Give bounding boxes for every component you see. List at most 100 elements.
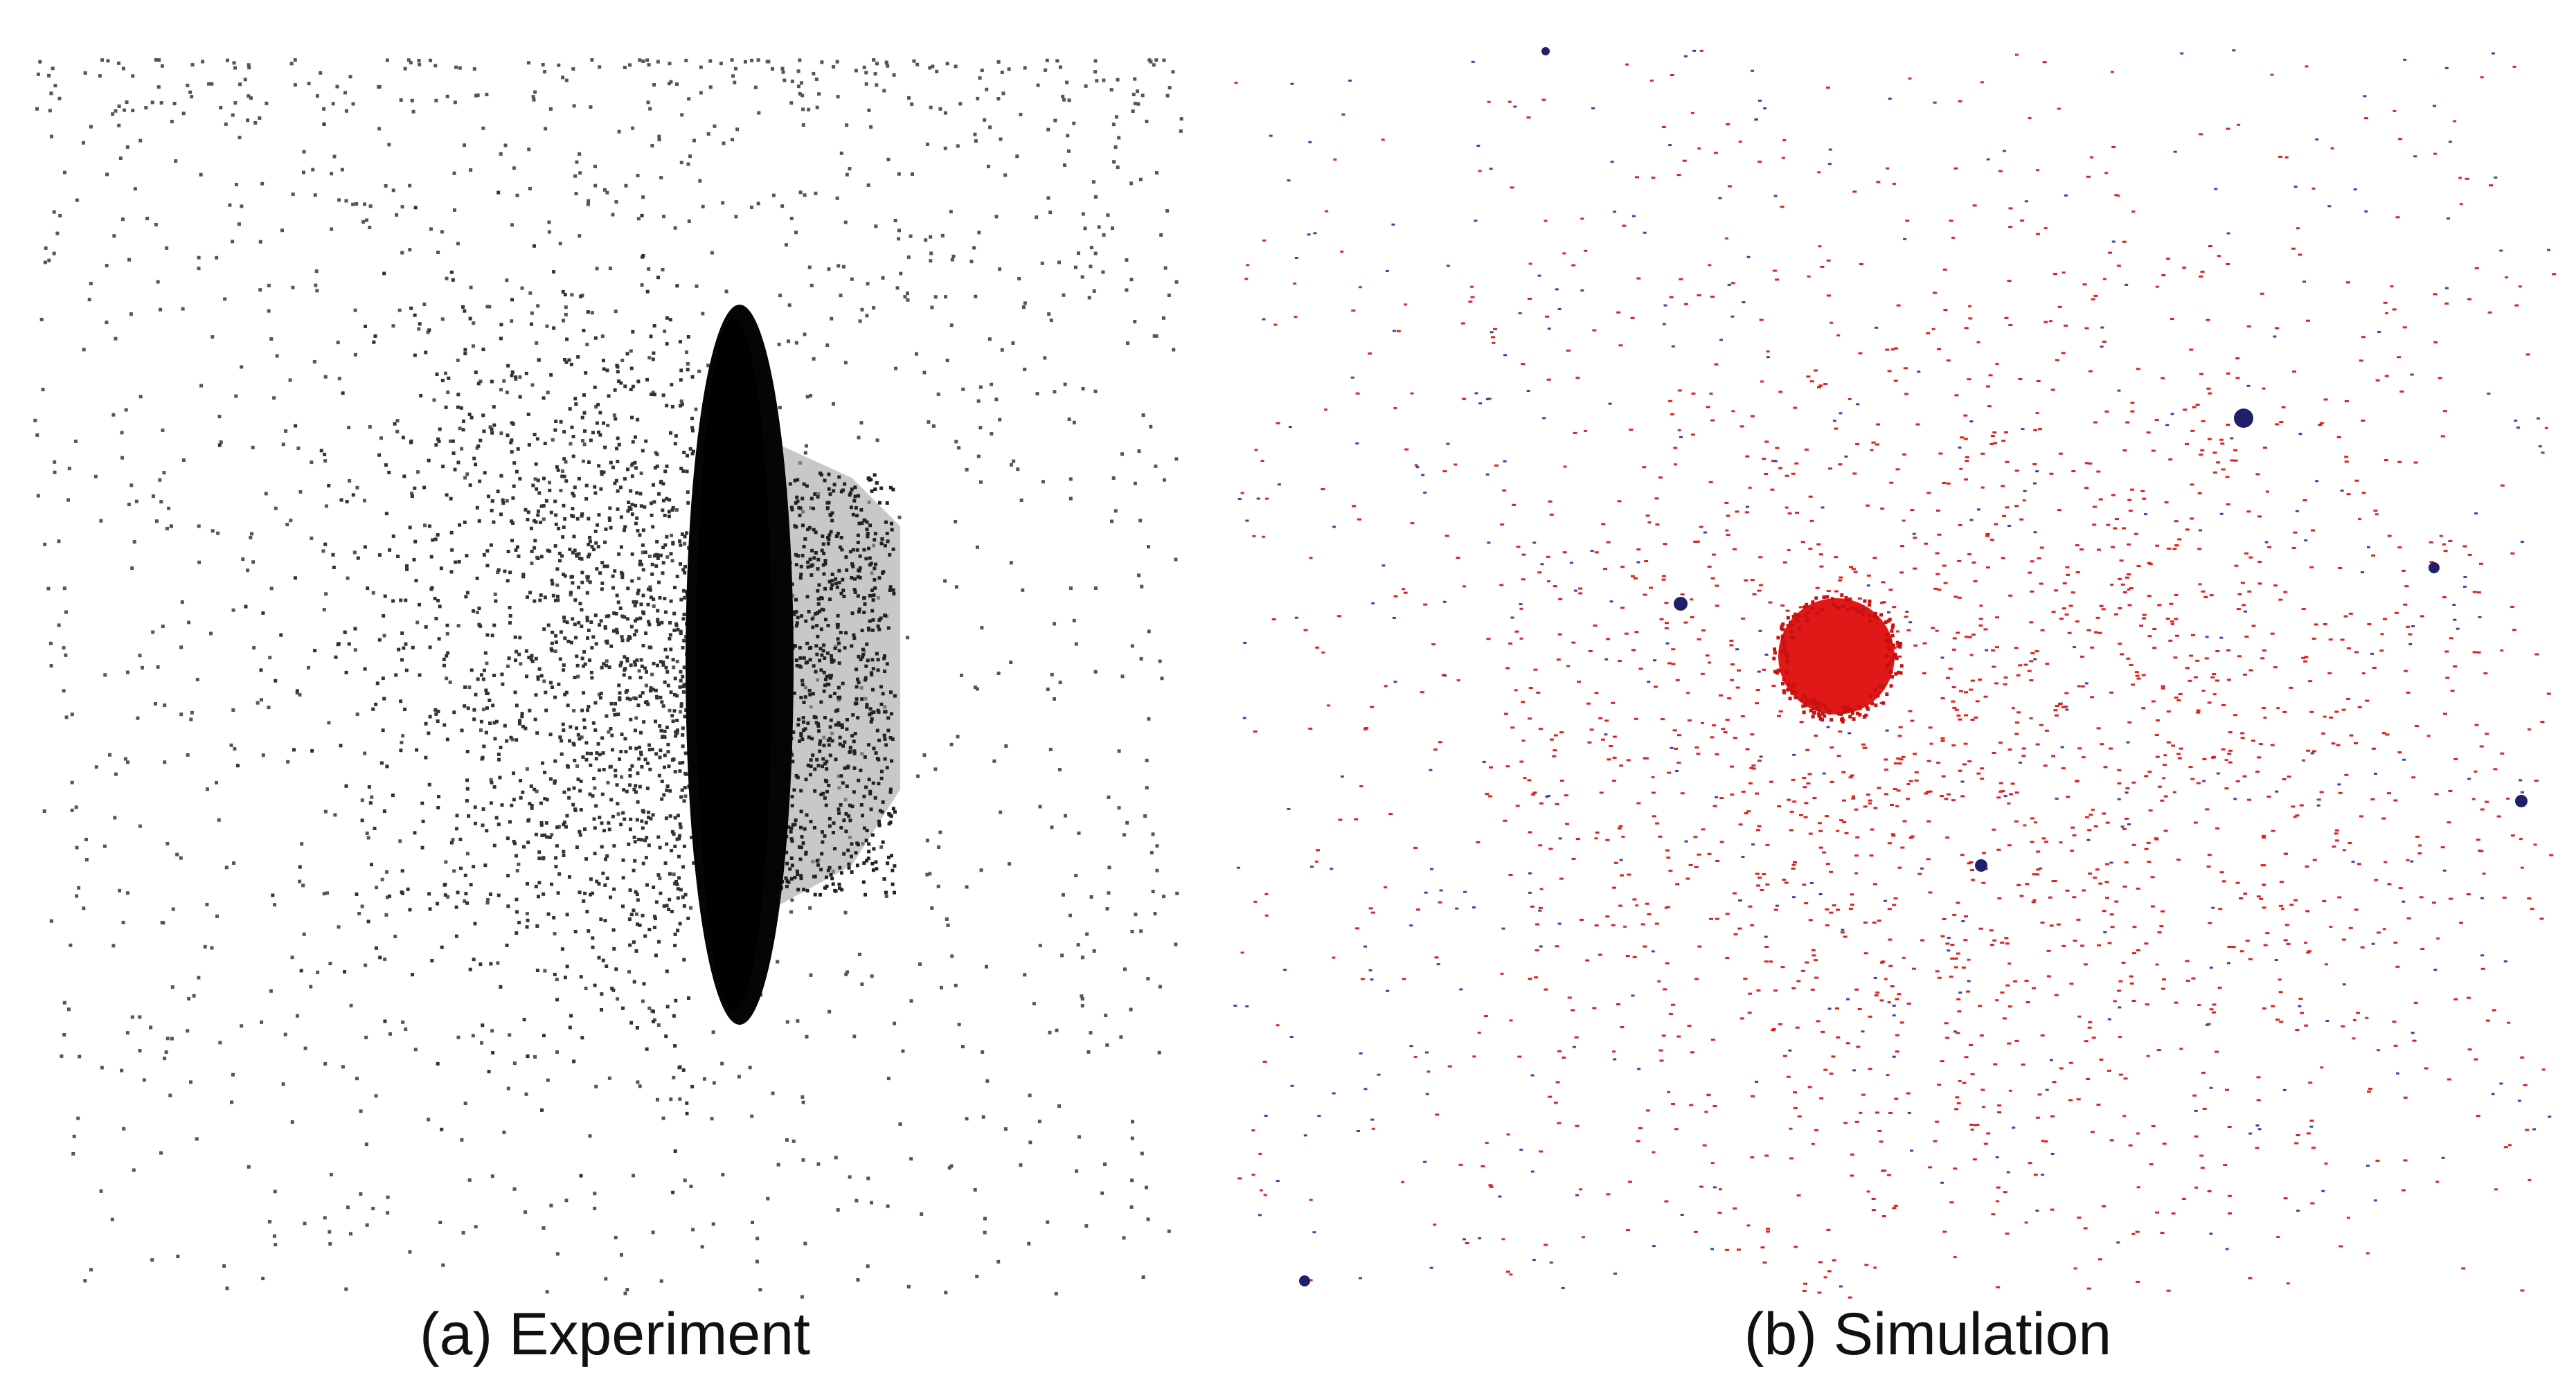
red-atom <box>2164 501 2169 503</box>
atom-dot <box>637 837 641 841</box>
atom-dot <box>873 586 877 590</box>
atom-dot <box>49 919 53 923</box>
red-atom <box>1696 753 1701 755</box>
atom-dot <box>190 710 194 715</box>
atom-dot <box>554 513 558 517</box>
atom-dot <box>445 737 449 742</box>
red-atom <box>2109 1139 2114 1142</box>
atom-dot <box>936 884 940 888</box>
atom-dot <box>683 751 688 755</box>
red-atom <box>1787 512 1792 515</box>
atom-dot <box>621 876 625 880</box>
atom-dot <box>623 477 627 481</box>
atom-dot <box>670 714 674 718</box>
atom-dot <box>679 795 683 799</box>
atom-dot <box>877 627 882 631</box>
atom-dot <box>787 339 791 343</box>
atom-dot <box>677 854 681 859</box>
atom-dot <box>181 307 185 311</box>
atom-dot <box>515 869 519 873</box>
atom-dot <box>490 431 494 435</box>
atom-dot <box>337 377 341 381</box>
atom-dot <box>322 107 326 111</box>
red-atom <box>1462 397 1467 400</box>
atom-dot <box>676 627 680 631</box>
atom-dot <box>976 454 981 458</box>
atom-dot <box>882 89 886 93</box>
red-atom <box>1915 423 1920 426</box>
atom-dot <box>702 1077 706 1081</box>
atom-dot <box>499 388 503 392</box>
red-atom <box>1559 877 1564 880</box>
red-atom <box>1388 812 1393 815</box>
red-atom <box>2118 577 2122 580</box>
atom-dot <box>512 461 517 465</box>
atom-dot <box>446 651 450 655</box>
red-atom <box>1897 762 1902 765</box>
atom-dot <box>383 957 387 961</box>
atom-dot <box>339 744 343 748</box>
red-atom <box>2349 734 2354 737</box>
atom-dot <box>847 814 851 818</box>
atom-dot <box>909 1157 913 1161</box>
atom-dot <box>828 753 832 757</box>
atom-dot <box>510 438 514 442</box>
atom-dot <box>796 478 800 482</box>
red-atom <box>2275 1018 2280 1021</box>
atom-dot <box>593 164 597 168</box>
red-atom <box>1403 591 1408 594</box>
atom-dot <box>861 652 866 656</box>
atom-dot <box>233 101 238 105</box>
red-atom <box>1823 383 1828 386</box>
atom-dot <box>1072 121 1076 125</box>
atom-dot <box>683 892 688 897</box>
atom-dot <box>597 692 601 697</box>
atom-dot <box>614 774 618 778</box>
red-atom <box>1778 467 1783 469</box>
atom-dot <box>431 538 435 542</box>
atom-dot <box>862 65 866 69</box>
atom-dot <box>882 654 886 658</box>
red-atom <box>2291 805 2296 808</box>
atom-dot <box>365 832 369 836</box>
atom-dot <box>837 264 841 268</box>
atom-dot <box>388 1032 392 1036</box>
atom-dot <box>66 1007 71 1012</box>
atom-dot <box>170 120 174 124</box>
atom-dot <box>981 1050 985 1054</box>
red-atom <box>1486 638 1491 640</box>
red-atom <box>1689 1104 1694 1106</box>
red-atom <box>2398 887 2403 890</box>
atom-dot <box>482 429 486 433</box>
atom-dot <box>848 491 852 495</box>
atom-dot <box>682 844 686 848</box>
red-atom <box>1803 1282 1808 1285</box>
atom-dot <box>1117 136 1121 140</box>
atom-dot <box>1131 1120 1135 1124</box>
atom-dot <box>806 560 810 564</box>
atom-dot <box>587 929 591 933</box>
red-atom <box>2162 1142 2167 1145</box>
atom-dot <box>379 436 384 440</box>
atom-dot <box>445 94 449 98</box>
atom-dot <box>240 204 244 208</box>
atom-dot <box>823 559 828 563</box>
atom-dot <box>812 506 816 510</box>
red-atom <box>1926 791 1931 793</box>
atom-dot <box>382 697 386 701</box>
atom-dot <box>364 1035 368 1039</box>
atom-dot <box>852 790 856 794</box>
atom-dot <box>691 449 695 454</box>
atom-dot <box>614 200 618 204</box>
atom-dot <box>668 62 672 66</box>
red-atom <box>1896 304 1901 307</box>
atom-dot <box>574 192 578 196</box>
red-atom <box>1979 1034 1984 1037</box>
red-atom <box>1880 508 1885 510</box>
atom-dot <box>821 649 825 653</box>
atom-dot <box>536 557 540 561</box>
atom-dot <box>489 801 493 805</box>
atom-dot <box>384 512 388 516</box>
atom-dot <box>1023 66 1027 70</box>
red-atom <box>2177 757 2182 760</box>
